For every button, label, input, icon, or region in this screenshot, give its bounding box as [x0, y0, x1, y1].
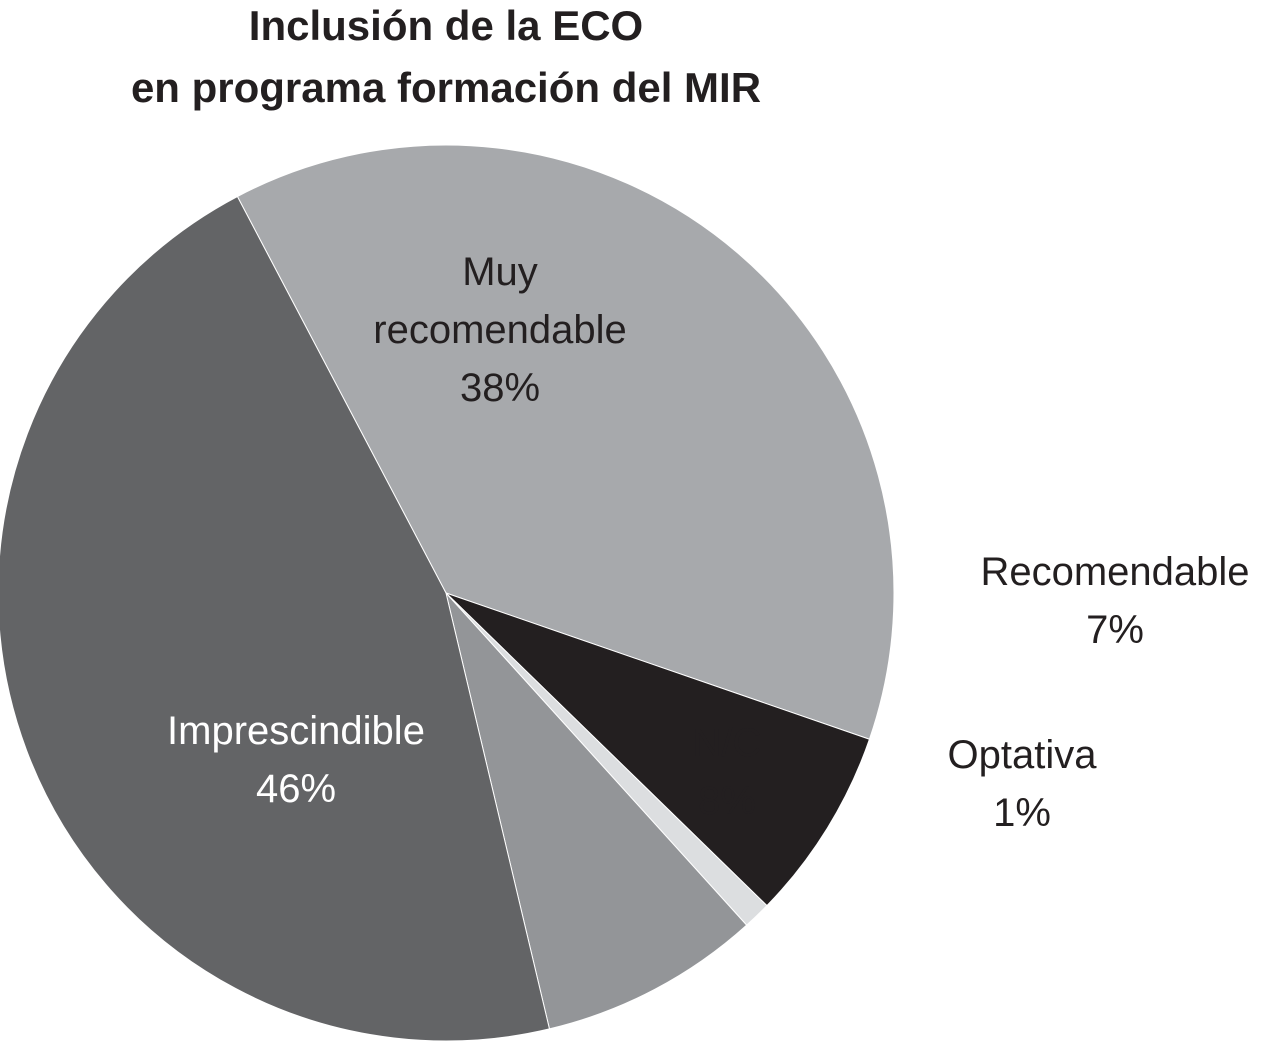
- slice-category-label: N/C: [693, 721, 762, 765]
- pie-slice-4: [445, 592, 748, 1030]
- slice-category-label: Muy: [462, 250, 538, 294]
- chart-title: Inclusión de la ECO en programa formación…: [131, 2, 761, 111]
- slice-category-label: recomendable: [373, 308, 627, 352]
- chart-title-line-2: en programa formación del MIR: [131, 64, 761, 111]
- slice-label-3: Optativa 1%: [948, 733, 1098, 835]
- pie-slice-1: [236, 144, 895, 740]
- chart-title-line-1: Inclusión de la ECO: [249, 2, 643, 49]
- slice-value-label: 7%: [1086, 608, 1144, 652]
- slice-value-label: 1%: [993, 791, 1051, 835]
- pie-slice-2: [445, 592, 871, 907]
- slice-label-5: Imprescindible 46%: [167, 709, 425, 811]
- pie-slice-5: [0, 195, 551, 1041]
- slice-label-2: Recomendable 7%: [980, 550, 1249, 652]
- slice-value-label: 38%: [460, 366, 540, 410]
- slice-label-4: N/C 8%: [693, 721, 762, 823]
- slice-value-label: 46%: [256, 767, 336, 811]
- slice-labels: Muy recomendable 38% Recomendable 7% Optativa…: [167, 250, 1249, 835]
- pie-slices: [0, 144, 895, 1041]
- slice-label-1: Muy recomendable 38%: [373, 250, 627, 410]
- slice-value-label: 8%: [698, 779, 756, 823]
- slice-category-label: Recomendable: [980, 550, 1249, 594]
- slice-category-label: Imprescindible: [167, 709, 425, 753]
- slice-category-label: Optativa: [948, 733, 1098, 777]
